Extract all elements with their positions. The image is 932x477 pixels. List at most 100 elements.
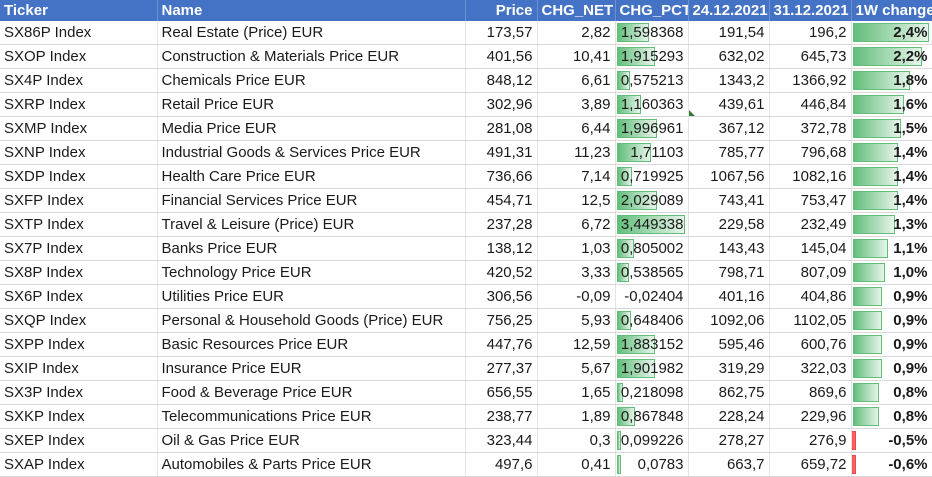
cell-chg-pct[interactable]: 1,598368 bbox=[615, 21, 689, 45]
table-row[interactable]: SXIP Index Insurance Price EUR 277,37 5,67 1… bbox=[0, 356, 932, 381]
table-row[interactable]: SXMP Index Media Price EUR 281,08 6,44 1,996… bbox=[0, 116, 932, 141]
cell-price[interactable]: 306,56 bbox=[465, 284, 538, 309]
cell-ticker[interactable]: SXQP Index bbox=[0, 308, 158, 333]
cell-name[interactable]: Telecommunications Price EUR bbox=[157, 404, 466, 429]
cell-chg-net[interactable]: 12,59 bbox=[537, 332, 616, 357]
cell-date-1[interactable]: 439,61 bbox=[688, 92, 770, 117]
cell-chg-pct[interactable]: 0,805002 bbox=[615, 236, 689, 261]
table-row[interactable]: SXEP Index Oil & Gas Price EUR 323,44 0,3 0,… bbox=[0, 428, 932, 453]
cell-price[interactable]: 173,57 bbox=[465, 21, 538, 45]
cell-name[interactable]: Health Care Price EUR bbox=[157, 164, 466, 189]
cell-1w-change[interactable]: -0,5% bbox=[851, 428, 932, 453]
cell-price[interactable]: 138,12 bbox=[465, 236, 538, 261]
cell-chg-pct[interactable]: -0,02404 bbox=[615, 284, 689, 309]
cell-chg-net[interactable]: 3,89 bbox=[537, 92, 616, 117]
cell-1w-change[interactable]: 1,4% bbox=[851, 164, 932, 189]
cell-name[interactable]: Real Estate (Price) EUR bbox=[157, 21, 466, 45]
cell-name[interactable]: Media Price EUR bbox=[157, 116, 466, 141]
table-row[interactable]: SXRP Index Retail Price EUR 302,96 3,89 1,16… bbox=[0, 92, 932, 117]
cell-chg-pct[interactable]: 1,883152 bbox=[615, 332, 689, 357]
cell-date-2[interactable]: 446,84 bbox=[769, 92, 852, 117]
cell-name[interactable]: Industrial Goods & Services Price EUR bbox=[157, 140, 466, 165]
cell-ticker[interactable]: SX86P Index bbox=[0, 21, 158, 45]
table-row[interactable]: SX8P Index Technology Price EUR 420,52 3,33… bbox=[0, 260, 932, 285]
table-row[interactable]: SXNP Index Industrial Goods & Services Pr… bbox=[0, 140, 932, 165]
cell-date-2[interactable]: 869,6 bbox=[769, 380, 852, 405]
cell-date-1[interactable]: 743,41 bbox=[688, 188, 770, 213]
cell-name[interactable]: Food & Beverage Price EUR bbox=[157, 380, 466, 405]
cell-1w-change[interactable]: 1,0% bbox=[851, 260, 932, 285]
cell-chg-net[interactable]: 5,67 bbox=[537, 356, 616, 381]
cell-chg-pct[interactable]: 0,218098 bbox=[615, 380, 689, 405]
cell-chg-pct[interactable]: 0,648406 bbox=[615, 308, 689, 333]
cell-date-1[interactable]: 862,75 bbox=[688, 380, 770, 405]
cell-date-2[interactable]: 372,78 bbox=[769, 116, 852, 141]
cell-date-2[interactable]: 145,04 bbox=[769, 236, 852, 261]
cell-chg-pct[interactable]: 1,160363 bbox=[615, 92, 689, 117]
cell-1w-change[interactable]: 2,2% bbox=[851, 44, 932, 69]
cell-date-2[interactable]: 645,73 bbox=[769, 44, 852, 69]
cell-chg-pct[interactable]: 2,029089 bbox=[615, 188, 689, 213]
cell-ticker[interactable]: SX6P Index bbox=[0, 284, 158, 309]
column-header-chg-pct[interactable]: CHG_PCT bbox=[615, 0, 689, 21]
cell-date-1[interactable]: 798,71 bbox=[688, 260, 770, 285]
cell-1w-change[interactable]: 1,4% bbox=[851, 188, 932, 213]
cell-name[interactable]: Personal & Household Goods (Price) EUR bbox=[157, 308, 466, 333]
table-row[interactable]: SXOP Index Construction & Materials Price… bbox=[0, 44, 932, 69]
column-header-ticker[interactable]: Ticker bbox=[0, 0, 158, 21]
column-header-date-2[interactable]: 31.12.2021 bbox=[769, 0, 852, 21]
cell-chg-pct[interactable]: 1,996961 bbox=[615, 116, 689, 141]
column-header-name[interactable]: Name bbox=[157, 0, 466, 21]
cell-ticker[interactable]: SXEP Index bbox=[0, 428, 158, 453]
table-row[interactable]: SXDP Index Health Care Price EUR 736,66 7,1… bbox=[0, 164, 932, 189]
cell-chg-net[interactable]: 11,23 bbox=[537, 140, 616, 165]
cell-price[interactable]: 656,55 bbox=[465, 380, 538, 405]
cell-1w-change[interactable]: 1,4% bbox=[851, 140, 932, 165]
cell-chg-pct[interactable]: 3,449338 bbox=[615, 212, 689, 237]
cell-ticker[interactable]: SXRP Index bbox=[0, 92, 158, 117]
cell-ticker[interactable]: SXFP Index bbox=[0, 188, 158, 213]
cell-date-2[interactable]: 807,09 bbox=[769, 260, 852, 285]
cell-date-1[interactable]: 1092,06 bbox=[688, 308, 770, 333]
cell-chg-net[interactable]: 1,03 bbox=[537, 236, 616, 261]
cell-ticker[interactable]: SXTP Index bbox=[0, 212, 158, 237]
cell-ticker[interactable]: SXIP Index bbox=[0, 356, 158, 381]
cell-name[interactable]: Oil & Gas Price EUR bbox=[157, 428, 466, 453]
cell-1w-change[interactable]: 1,1% bbox=[851, 236, 932, 261]
cell-chg-net[interactable]: 12,5 bbox=[537, 188, 616, 213]
cell-date-1[interactable]: 319,29 bbox=[688, 356, 770, 381]
cell-ticker[interactable]: SX8P Index bbox=[0, 260, 158, 285]
cell-date-2[interactable]: 232,49 bbox=[769, 212, 852, 237]
cell-date-1[interactable]: 367,12 bbox=[688, 116, 770, 141]
table-row[interactable]: SX86P Index Real Estate (Price) EUR 173,57… bbox=[0, 21, 932, 45]
cell-chg-net[interactable]: 3,33 bbox=[537, 260, 616, 285]
table-row[interactable]: SX3P Index Food & Beverage Price EUR 656,5… bbox=[0, 380, 932, 405]
cell-chg-pct[interactable]: 1,915293 bbox=[615, 44, 689, 69]
cell-date-1[interactable]: 632,02 bbox=[688, 44, 770, 69]
cell-chg-net[interactable]: 6,44 bbox=[537, 116, 616, 141]
cell-chg-net[interactable]: 2,82 bbox=[537, 21, 616, 45]
table-row[interactable]: SX7P Index Banks Price EUR 138,12 1,03 0,805… bbox=[0, 236, 932, 261]
cell-ticker[interactable]: SXDP Index bbox=[0, 164, 158, 189]
cell-date-2[interactable]: 796,68 bbox=[769, 140, 852, 165]
cell-ticker[interactable]: SXNP Index bbox=[0, 140, 158, 165]
cell-ticker[interactable]: SX7P Index bbox=[0, 236, 158, 261]
table-row[interactable]: SXAP Index Automobiles & Parts Price EUR 4… bbox=[0, 452, 932, 477]
cell-date-2[interactable]: 753,47 bbox=[769, 188, 852, 213]
cell-date-1[interactable]: 785,77 bbox=[688, 140, 770, 165]
cell-chg-pct[interactable]: 1,901982 bbox=[615, 356, 689, 381]
cell-name[interactable]: Automobiles & Parts Price EUR bbox=[157, 452, 466, 477]
cell-1w-change[interactable]: 1,3% bbox=[851, 212, 932, 237]
cell-ticker[interactable]: SXKP Index bbox=[0, 404, 158, 429]
cell-date-1[interactable]: 595,46 bbox=[688, 332, 770, 357]
cell-date-1[interactable]: 191,54 bbox=[688, 21, 770, 45]
cell-chg-pct[interactable]: 0,867848 bbox=[615, 404, 689, 429]
cell-price[interactable]: 281,08 bbox=[465, 116, 538, 141]
table-row[interactable]: SXQP Index Personal & Household Goods (Pr… bbox=[0, 308, 932, 333]
cell-ticker[interactable]: SXOP Index bbox=[0, 44, 158, 69]
cell-date-2[interactable]: 229,96 bbox=[769, 404, 852, 429]
cell-chg-net[interactable]: 7,14 bbox=[537, 164, 616, 189]
cell-price[interactable]: 491,31 bbox=[465, 140, 538, 165]
table-row[interactable]: SXTP Index Travel & Leisure (Price) EUR 23… bbox=[0, 212, 932, 237]
cell-price[interactable]: 447,76 bbox=[465, 332, 538, 357]
